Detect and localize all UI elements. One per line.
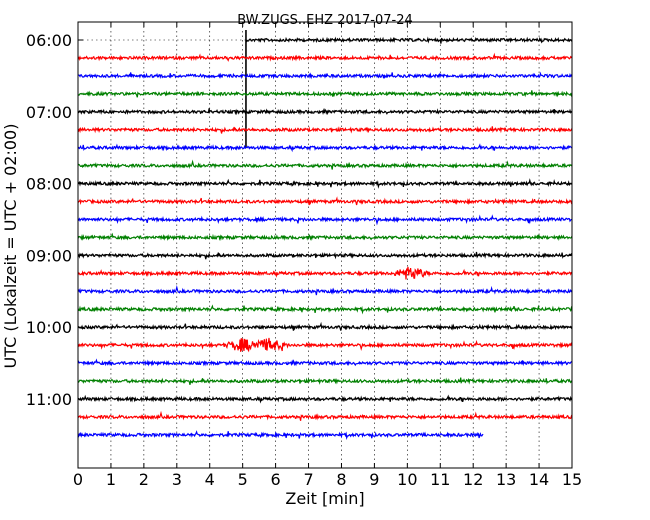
x-axis-label: Zeit [min] [285,489,364,508]
trace-0945 [77,304,573,315]
x-tick-label: 10 [397,470,417,489]
trace-0715 [77,126,573,134]
trace-0630 [77,71,573,80]
x-tick-label: 12 [463,470,483,489]
trace-0915 [77,266,573,280]
x-axis-ticks: 0 1 2 3 4 5 6 7 8 9 10 11 12 13 14 15 [73,22,582,489]
grid-lines [78,22,572,468]
x-tick-label: 0 [73,470,83,489]
y-tick-label: 06:00 [26,31,72,50]
y-tick-label: 08:00 [26,175,72,194]
trace-1045 [77,377,573,385]
y-tick-label: 09:00 [26,246,72,265]
trace-0615 [77,52,573,62]
x-tick-label: 5 [238,470,248,489]
x-tick-label: 9 [369,470,379,489]
y-axis-ticks: 06:00 07:00 08:00 09:00 10:00 11:00 [26,31,572,409]
trace-0645 [77,90,573,98]
x-tick-label: 1 [106,470,116,489]
x-tick-label: 15 [562,470,582,489]
trace-1115 [77,410,573,421]
trace-0700 [77,108,573,116]
trace-0600 [245,36,573,44]
trace-1015 [77,337,573,353]
y-tick-label: 11:00 [26,390,72,409]
trace-0830 [77,214,573,226]
trace-0730 [77,143,573,153]
x-tick-label: 11 [430,470,450,489]
x-tick-label: 13 [496,470,516,489]
x-tick-label: 2 [139,470,149,489]
x-tick-label: 6 [271,470,281,489]
y-tick-label: 07:00 [26,103,72,122]
x-tick-label: 4 [205,470,215,489]
y-tick-label: 10:00 [26,318,72,337]
plot-frame [77,21,573,469]
y-axis-label: UTC (Lokalzeit = UTC + 02:00) [1,124,20,369]
chart-title: BW.ZUGS..EHZ 2017-07-24 [237,13,413,28]
trace-1000 [77,321,573,331]
trace-0800 [77,178,573,189]
trace-0815 [77,196,573,206]
x-tick-label: 8 [336,470,346,489]
trace-1030 [77,358,573,367]
trace-0745 [77,159,573,170]
trace-0845 [77,232,573,241]
x-tick-label: 7 [303,470,313,489]
trace-0930 [77,285,573,296]
seismic-traces [77,30,573,441]
x-tick-label: 3 [172,470,182,489]
trace-1130 [77,430,484,441]
x-tick-label: 14 [529,470,549,489]
trace-1100 [77,394,573,404]
trace-0900 [77,251,573,260]
